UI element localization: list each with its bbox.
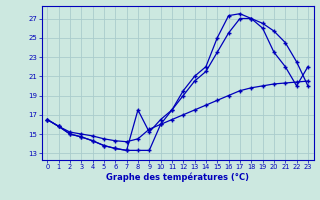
X-axis label: Graphe des températures (°C): Graphe des températures (°C) xyxy=(106,173,249,182)
